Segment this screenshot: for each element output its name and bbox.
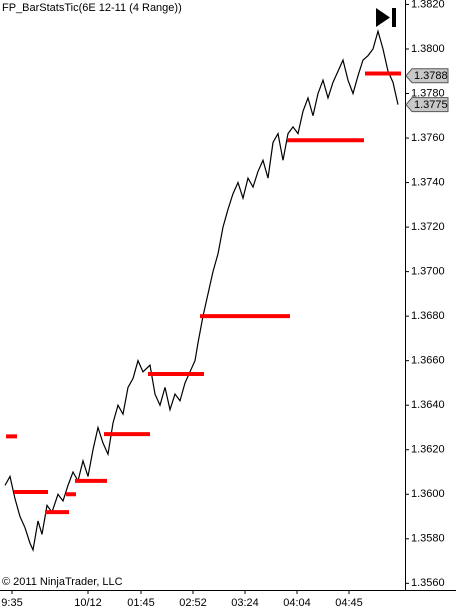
price-marker [405,68,449,84]
play-icon[interactable] [376,8,390,27]
y-tick-label: 1.3660 [411,355,445,367]
x-tick-label: 9:35 [1,597,22,609]
x-tick-label: 10/12 [74,597,102,609]
y-tick-label: 1.3760 [411,132,445,144]
y-tick-label: 1.3620 [411,444,445,456]
price-marker [405,97,449,113]
price-line [4,28,399,552]
y-tick-label: 1.3740 [411,176,445,188]
y-tick-label: 1.3640 [411,399,445,411]
x-tick-label: 04:45 [335,597,363,609]
y-tick-label: 1.3600 [411,488,445,500]
y-tick-label: 1.3700 [411,266,445,278]
y-tick-label: 1.3780 [411,87,445,99]
x-tick-label: 04:04 [283,597,311,609]
chart-title: FP_BarStatsTic(6E 12-11 (4 Range)) [2,2,182,14]
price-marker-label: 1.3788 [414,70,448,82]
y-tick-label: 1.3820 [411,0,445,10]
price-marker-label: 1.3775 [414,99,448,111]
y-tick-label: 1.3560 [411,577,445,589]
y-tick-label: 1.3680 [411,310,445,322]
x-tick-label: 01:45 [127,597,155,609]
copyright: © 2011 NinjaTrader, LLC [2,576,123,588]
x-tick-label: 03:24 [231,597,259,609]
y-tick-label: 1.3580 [411,533,445,545]
x-tick-label: 02:52 [179,597,207,609]
bar-icon[interactable] [392,8,396,27]
y-tick-label: 1.3720 [411,221,445,233]
scroll-end-button[interactable] [376,8,396,27]
y-tick-label: 1.3800 [411,43,445,55]
